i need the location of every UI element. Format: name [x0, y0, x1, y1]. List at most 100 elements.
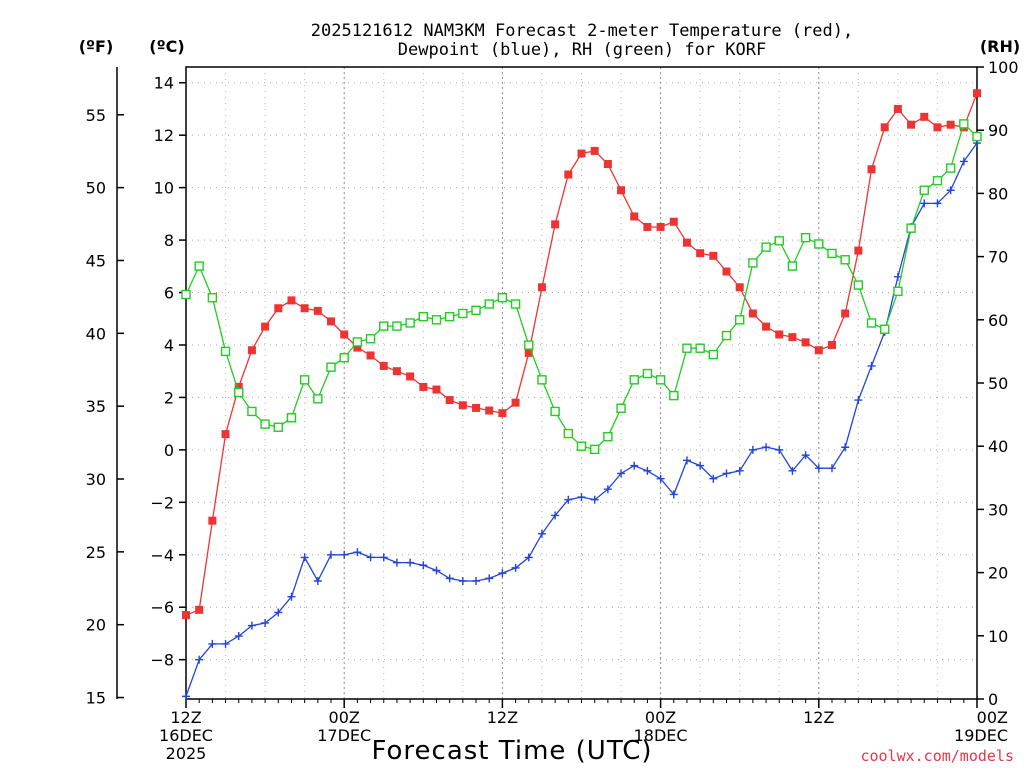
dewpoint-point: [590, 495, 599, 504]
temperature-point: [682, 238, 691, 247]
temperature-point: [221, 430, 230, 439]
rh-point: [787, 261, 798, 271]
rh-point: [524, 340, 534, 350]
celsius-tick-label: −8: [150, 651, 174, 670]
rh-point: [906, 223, 916, 233]
temperature-point: [353, 343, 362, 352]
temperature-point: [696, 249, 705, 258]
x-tick-label: 00Z: [977, 708, 1008, 727]
x-tick-label: 2025: [166, 744, 207, 763]
dewpoint-point: [353, 548, 362, 557]
temperature-point: [722, 267, 731, 276]
temperature-point: [208, 516, 217, 525]
dewpoint-point: [854, 396, 863, 405]
dewpoint-point: [722, 469, 731, 478]
dewpoint-point: [841, 443, 850, 452]
rh-point: [458, 308, 468, 319]
rh-point: [682, 343, 692, 353]
rh-point: [220, 346, 231, 357]
temperature-point: [748, 309, 757, 318]
dewpoint-point: [340, 550, 349, 559]
celsius-unit-label: (ºC): [149, 37, 184, 56]
temperature-line: [185, 92, 978, 616]
source-credit: coolwx.com/models: [860, 747, 1014, 765]
temperature-point: [366, 351, 375, 360]
rh-tick-label: 80: [988, 184, 1008, 203]
dewpoint-point: [274, 608, 283, 617]
dewpoint-point: [801, 451, 810, 460]
celsius-tick-label: 8: [164, 231, 174, 250]
temperature-point: [195, 605, 204, 614]
fahrenheit-tick-label: 35: [86, 397, 106, 416]
temperature-point: [551, 220, 560, 229]
dewpoint-point: [617, 469, 626, 478]
dewpoint-point: [221, 639, 230, 648]
temperature-point: [827, 340, 836, 349]
rh-tick-label: 100: [988, 58, 1019, 77]
dewpoint-point: [867, 361, 876, 370]
x-tick-label: 17DEC: [317, 726, 371, 745]
rh-point: [431, 315, 442, 325]
dewpoint-point: [379, 553, 388, 562]
temperature-point: [880, 123, 889, 132]
rh-point: [576, 441, 587, 451]
celsius-tick-label: 6: [164, 284, 174, 303]
temperature-point: [564, 170, 573, 179]
temperature-point: [313, 306, 322, 315]
rh-point: [392, 321, 402, 331]
temperature-point: [524, 348, 533, 357]
temperature-point: [788, 333, 797, 342]
rh-point: [880, 324, 890, 334]
rh-tick-label: 50: [988, 374, 1008, 393]
temperature-point: [511, 398, 520, 407]
rh-point: [589, 444, 600, 455]
rh-point: [959, 119, 969, 129]
dewpoint-point: [458, 576, 467, 585]
dewpoint-point: [643, 466, 652, 475]
temperature-point: [867, 165, 876, 174]
temperature-point: [669, 217, 678, 226]
rh-point: [800, 232, 811, 243]
rh-point: [945, 163, 956, 173]
dewpoint-point: [814, 464, 823, 473]
temperature-point: [287, 296, 296, 305]
dewpoint-point: [946, 186, 955, 195]
rh-tick-label: 0: [988, 690, 998, 709]
temperature-point: [182, 611, 190, 620]
dewpoint-point: [313, 576, 322, 585]
rh-point: [616, 403, 626, 413]
rh-tick-label: 30: [988, 500, 1008, 519]
dewpoint-point: [406, 558, 415, 567]
chart-title-line-2: Dewpoint (blue), RH (green) for KORF: [398, 40, 766, 60]
dewpoint-point: [827, 464, 836, 473]
dewpoint-point: [603, 485, 612, 494]
rh-point: [695, 343, 705, 353]
temperature-point: [392, 367, 401, 376]
fahrenheit-unit-label: (ºF): [79, 37, 114, 56]
fahrenheit-tick-label: 25: [86, 543, 106, 562]
temperature-point: [946, 120, 955, 129]
rh-point: [866, 318, 877, 328]
rh-tick-label: 20: [988, 564, 1008, 583]
rh-point: [932, 176, 943, 186]
rh-point: [603, 432, 613, 442]
temperature-point: [907, 120, 916, 129]
dewpoint-point: [498, 569, 507, 578]
dewpoint-point: [524, 553, 533, 562]
rh-point: [669, 390, 679, 401]
temperature-point: [485, 406, 494, 415]
temperature-point: [801, 338, 810, 347]
dewpoint-point: [419, 561, 428, 570]
temperature-point: [261, 322, 270, 331]
temperature-point: [775, 330, 784, 339]
dewpoint-point: [748, 445, 757, 454]
temperature-point: [590, 146, 599, 155]
celsius-tick-label: −6: [150, 598, 174, 617]
celsius-tick-label: 2: [164, 388, 174, 407]
dewpoint-point: [920, 199, 929, 208]
dewpoint-point: [392, 558, 401, 567]
fahrenheit-tick-label: 55: [86, 106, 106, 125]
rh-point: [893, 286, 903, 297]
rh-point: [550, 406, 560, 417]
